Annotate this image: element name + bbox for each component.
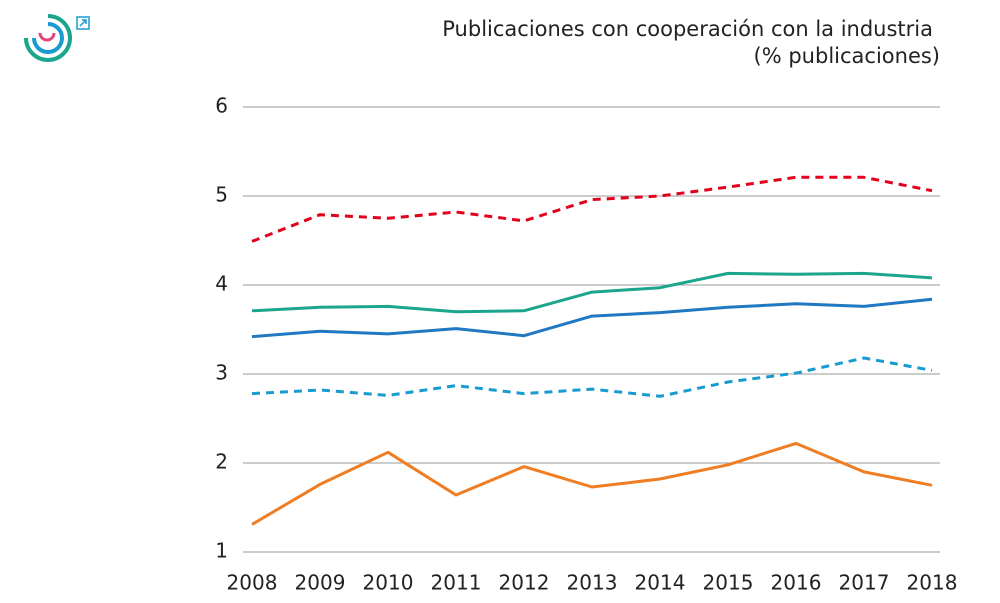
x-tick-label: 2008 xyxy=(227,571,278,595)
chart-title: Publicaciones con cooperación con la ind… xyxy=(442,17,933,41)
chart-subtitle: (% publicaciones) xyxy=(754,44,940,68)
y-tick-label: 6 xyxy=(215,94,228,118)
x-tick-label: 2014 xyxy=(635,571,686,595)
x-tick-label: 2015 xyxy=(703,571,754,595)
series-line xyxy=(251,441,933,526)
x-tick-label: 2010 xyxy=(363,571,414,595)
x-tick-label: 2012 xyxy=(499,571,550,595)
series-line xyxy=(251,271,933,314)
y-tick-label: 2 xyxy=(215,450,228,474)
y-tick-label: 3 xyxy=(215,361,228,385)
x-tick-label: 2016 xyxy=(771,571,822,595)
x-tick-label: 2009 xyxy=(295,571,346,595)
x-tick-label: 2017 xyxy=(839,571,890,595)
logo xyxy=(24,14,72,62)
y-tick-label: 1 xyxy=(215,539,228,563)
series-line xyxy=(251,175,933,243)
y-tick-label: 5 xyxy=(215,183,228,207)
x-tick-label: 2011 xyxy=(431,571,482,595)
y-tick-label: 4 xyxy=(215,272,228,296)
external-link-icon[interactable] xyxy=(76,16,90,30)
series-line xyxy=(251,356,933,398)
x-tick-label: 2013 xyxy=(567,571,618,595)
x-tick-label: 2018 xyxy=(907,571,958,595)
series-line xyxy=(251,297,933,339)
